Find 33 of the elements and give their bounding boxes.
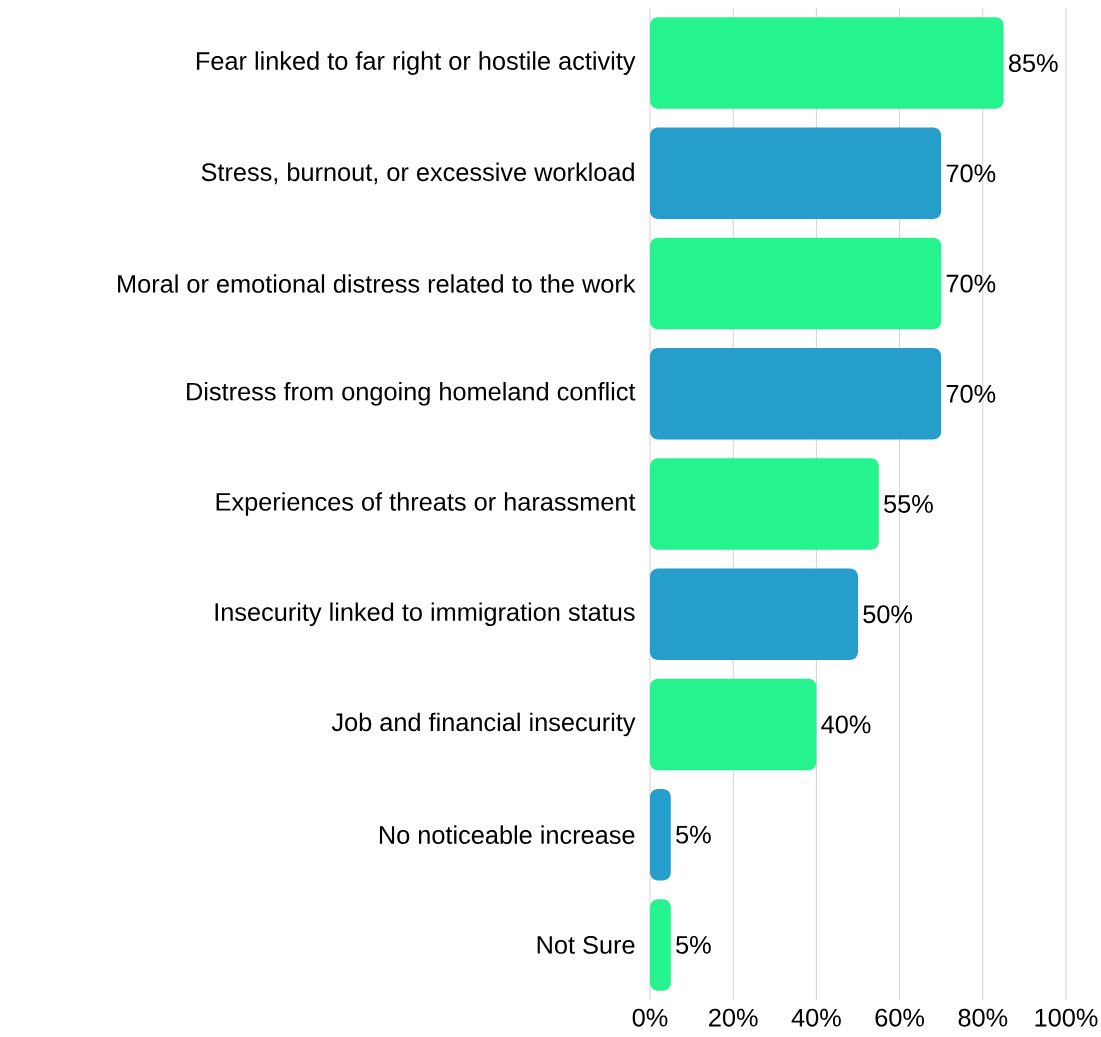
x-tick-label: 40% [791,1008,841,1027]
bar [650,348,942,440]
data-label: 40% [821,715,871,734]
y-tick-label: Insecurity linked to immigration status [215,602,635,627]
y-tick-label: Moral or emotional distress related to the work [118,274,636,293]
x-tick-label: 0% [632,1008,668,1027]
x-tick-label: 20% [709,1008,758,1027]
y-tick-label: Not Sure [537,935,635,954]
data-label: 5% [676,935,711,954]
bar [650,127,942,220]
x-tick-label: 80% [958,1008,1008,1027]
data-label: 70% [946,384,996,403]
y-tick-label: Job and financial insecurity [331,712,636,737]
bar [650,458,879,550]
y-tick-label: Distress from ongoing homeland conflict [187,381,636,406]
data-label: 55% [884,495,933,513]
x-tick-label: 100% [1035,1008,1098,1027]
y-tick-label: Experiences of threats or harassment [216,492,636,516]
data-label: 50% [863,605,913,624]
y-tick-label: No noticeable increase [379,825,635,844]
data-label: 5% [676,825,711,844]
bar [650,899,671,991]
x-tick-label: 60% [875,1008,925,1027]
bar [650,568,858,660]
y-tick-label: Stress, burnout, or excessive workload [201,162,634,185]
data-label: 85% [1008,54,1058,73]
data-label: 70% [946,274,996,293]
bar [650,788,671,881]
bar [650,237,942,330]
bar [650,678,817,771]
y-tick-label: Fear linked to far right or hostile activity [196,51,636,75]
data-label: 70% [946,164,996,183]
bar [650,17,1004,109]
